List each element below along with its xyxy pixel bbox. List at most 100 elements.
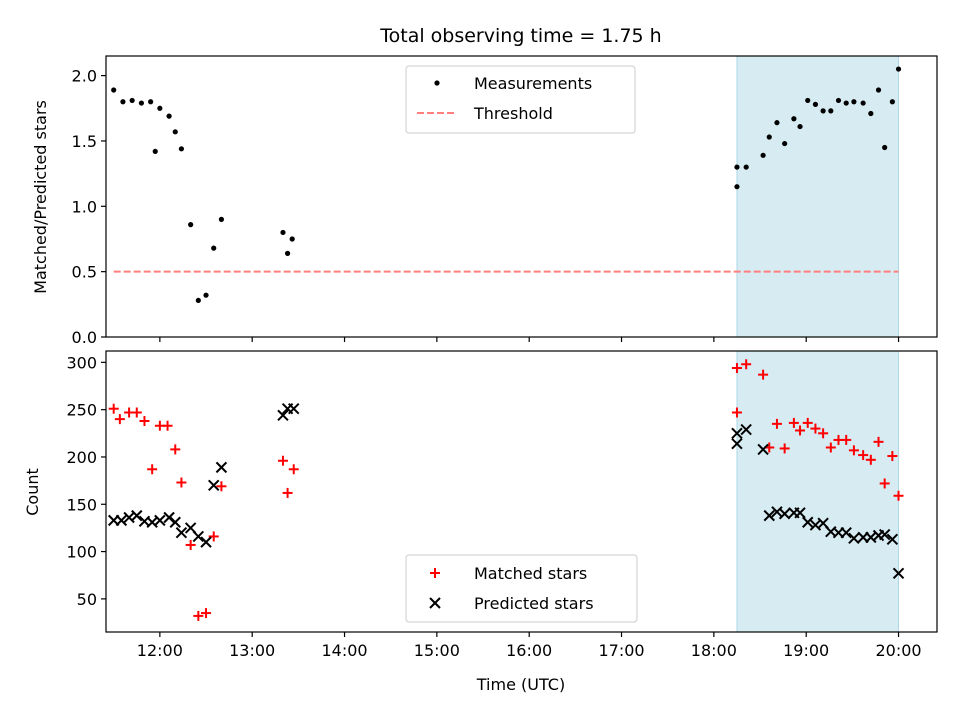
ratio-axes-frame: [105, 55, 938, 338]
measurement-point: [284, 250, 291, 256]
measurement-point: [895, 66, 902, 72]
matched-star-point: [788, 417, 799, 428]
matched-star-point: [865, 454, 876, 465]
matched-star-point: [185, 539, 196, 550]
predicted-star-point: [215, 461, 228, 474]
matched-star-point: [825, 442, 836, 453]
count-ytick-label: 50: [77, 590, 97, 609]
matched-star-point: [108, 403, 119, 414]
ratio-shaded-interval: [736, 55, 900, 338]
predicted-star-point: [115, 514, 128, 527]
predicted-star-point: [892, 567, 905, 580]
count-shaded-interval: [736, 350, 900, 633]
predicted-star-point: [886, 533, 899, 545]
count-panel-ylabel: Count: [23, 468, 42, 516]
measurement-point: [166, 113, 172, 119]
measurement-point: [774, 120, 780, 126]
matched-star-point: [879, 478, 890, 489]
legend-predicted-label: Predicted stars: [474, 594, 594, 613]
count-ytick-label: 150: [66, 495, 97, 514]
measurement-point: [791, 116, 797, 122]
matched-star-point: [731, 407, 742, 418]
matched-star-point: [131, 407, 142, 418]
matched-star-point: [779, 443, 790, 454]
predicted-star-point: [731, 438, 743, 450]
ratio-ytick-label: 1.0: [72, 197, 97, 216]
matched-star-point: [893, 490, 904, 501]
measurement-point: [148, 99, 154, 105]
matched-star-point: [848, 445, 859, 456]
predicted-star-point: [288, 403, 300, 415]
count-panel-xlabel: Time (UTC): [476, 675, 565, 694]
matched-star-point: [162, 420, 173, 431]
measurement-point: [138, 100, 144, 106]
matched-star-point: [841, 434, 852, 445]
predicted-star-point: [208, 479, 220, 492]
measurement-point: [195, 297, 201, 304]
legend-measurements-marker: [434, 80, 440, 86]
figure-title: Total observing time = 1.75 h: [379, 25, 661, 47]
measurement-point: [782, 140, 788, 147]
ratio-ytick-label: 1.5: [72, 132, 97, 151]
measurement-point: [188, 222, 194, 228]
predicted-star-point: [794, 507, 806, 519]
measurement-point: [851, 99, 857, 105]
ratio-legend-box: [405, 65, 636, 134]
matched-star-point: [193, 610, 204, 621]
predicted-star-point: [848, 532, 860, 545]
matched-star-point: [170, 444, 181, 455]
count-ytick-label: 100: [66, 543, 97, 562]
matched-star-point: [873, 436, 884, 447]
predicted-star-point: [192, 530, 205, 543]
measurement-point: [734, 184, 740, 190]
legend-matched-label: Matched stars: [474, 564, 587, 583]
matched-star-point: [810, 423, 821, 434]
predicted-star-point: [802, 516, 814, 528]
predicted-star-point: [840, 526, 852, 539]
count-ytick-label: 250: [66, 401, 97, 420]
matched-star-point: [795, 425, 806, 436]
legend-matched-marker: [430, 568, 440, 578]
ratio-panel-ylabel: Matched/Predicted stars: [31, 100, 50, 294]
count-xtick-label: 14:00: [321, 641, 367, 660]
measurement-point: [868, 110, 874, 117]
matched-star-point: [288, 464, 299, 475]
measurement-point: [218, 216, 225, 222]
predicted-star-point: [277, 409, 289, 422]
predicted-star-point: [778, 508, 791, 520]
count-xtick-label: 16:00: [506, 641, 552, 660]
legend-threshold-label: Threshold: [473, 104, 553, 123]
measurement-point: [828, 108, 834, 114]
measurement-point: [111, 87, 117, 93]
measurement-point: [812, 101, 819, 107]
measurement-point: [157, 105, 163, 111]
predicted-star-point: [200, 536, 212, 548]
count-legend-box: [405, 554, 638, 623]
ratio-legend: Measurements Threshold: [405, 65, 636, 134]
count-xtick-label: 20:00: [875, 641, 921, 660]
matched-star-point: [139, 416, 150, 427]
count-legend: Matched stars Predicted stars: [405, 554, 638, 623]
legend-predicted-marker: [429, 597, 441, 609]
measurement-point: [835, 97, 842, 104]
count-axes-frame: [105, 350, 938, 633]
predicted-star-point: [757, 443, 769, 456]
measurement-point: [843, 100, 849, 106]
matched-star-point: [771, 418, 782, 429]
predicted-star-point: [740, 423, 752, 436]
measurement-point: [820, 108, 826, 114]
matched-star-point: [282, 487, 293, 498]
matched-star-point: [887, 451, 898, 462]
measurement-point: [875, 87, 882, 93]
measurement-point: [797, 123, 803, 130]
measurement-point: [743, 164, 749, 170]
measurement-point: [203, 292, 209, 298]
predicted-star-point: [169, 516, 181, 528]
matched-star-point: [858, 450, 869, 461]
count-ytick-label: 300: [66, 353, 97, 372]
matched-star-point: [802, 417, 813, 428]
ratio-ytick-label: 0.0: [72, 328, 97, 347]
measurement-point: [152, 148, 158, 155]
measurement-point: [172, 129, 178, 135]
